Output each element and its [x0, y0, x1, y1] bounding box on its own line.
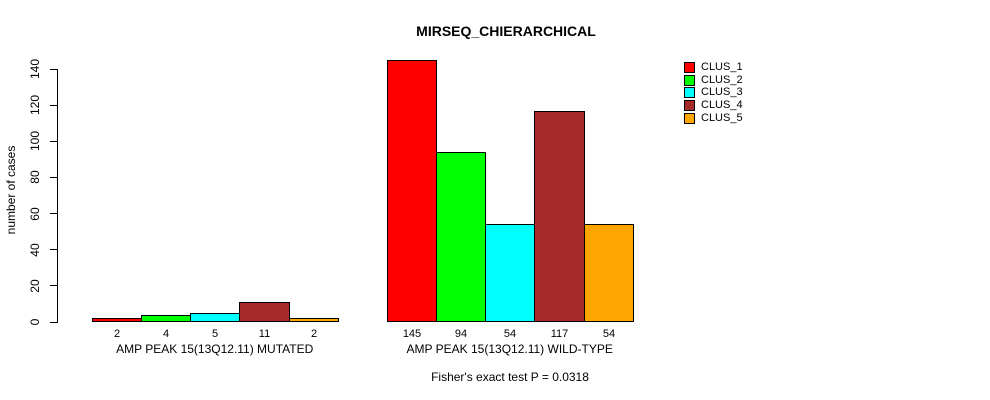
y-axis-line: [57, 69, 58, 323]
y-tick-label: 80: [28, 170, 42, 185]
bar-clus_1: [387, 60, 437, 322]
legend-color-swatch-icon: [684, 112, 695, 124]
legend-label: CLUS_4: [701, 98, 743, 111]
y-tick-label: 60: [28, 206, 42, 221]
y-tick-label: 40: [28, 243, 42, 257]
y-tick: [50, 104, 57, 106]
bar-clus_5: [289, 318, 339, 322]
legend-item: CLUS_2: [684, 74, 743, 87]
y-tick-label: 120: [28, 95, 42, 116]
bar-value-label: 117: [550, 328, 569, 340]
y-tick: [50, 176, 57, 178]
bar-value-label: 2: [310, 328, 318, 340]
bar-value-label: 94: [454, 328, 468, 340]
legend-label: CLUS_5: [701, 111, 743, 124]
bar-clus_5: [584, 224, 634, 322]
legend-item: CLUS_4: [684, 99, 743, 112]
bar-clus_4: [239, 302, 290, 322]
legend-label: CLUS_1: [701, 60, 743, 73]
y-tick-label: 0: [28, 318, 42, 326]
legend-color-swatch-icon: [684, 87, 695, 99]
bar-value-label: 54: [602, 328, 616, 340]
bar-clus_4: [534, 111, 585, 322]
legend-item: CLUS_1: [684, 61, 743, 74]
fisher-test-annotation: Fisher's exact test P = 0.0318: [431, 370, 589, 384]
legend-color-swatch-icon: [684, 61, 695, 73]
chart-title: MIRSEQ_CHIERARCHICAL: [416, 23, 596, 39]
legend-color-swatch-icon: [684, 99, 695, 111]
y-tick-label: 100: [28, 131, 42, 152]
bar-clus_1: [92, 318, 142, 322]
y-tick-label: 20: [28, 279, 42, 293]
y-axis-title: number of cases: [4, 145, 18, 235]
y-tick: [50, 140, 57, 142]
bar-clus_2: [436, 152, 486, 322]
y-tick: [50, 321, 57, 323]
y-tick: [50, 285, 57, 287]
bar-clus_3: [190, 313, 240, 322]
legend-item: CLUS_5: [684, 112, 743, 125]
legend-item: CLUS_3: [684, 86, 743, 99]
group-label: AMP PEAK 15(13Q12.11) WILD-TYPE: [406, 342, 613, 356]
legend-label: CLUS_2: [701, 73, 743, 86]
bar-value-label: 54: [503, 328, 517, 340]
legend-color-swatch-icon: [684, 74, 695, 86]
legend: CLUS_1 CLUS_2 CLUS_3 CLUS_4 CLUS_5: [684, 61, 743, 124]
bar-clus_2: [141, 315, 191, 322]
y-tick: [50, 68, 57, 70]
bar-clus_3: [485, 224, 535, 322]
bar-value-label: 2: [113, 328, 121, 340]
bar-value-label: 5: [211, 328, 219, 340]
bar-value-label: 11: [258, 328, 271, 340]
bar-value-label: 145: [402, 328, 422, 340]
bar-value-label: 4: [162, 328, 170, 340]
y-tick: [50, 249, 57, 251]
y-tick-label: 140: [28, 58, 42, 80]
y-tick: [50, 213, 57, 215]
group-label: AMP PEAK 15(13Q12.11) MUTATED: [116, 342, 314, 356]
legend-label: CLUS_3: [701, 86, 743, 99]
